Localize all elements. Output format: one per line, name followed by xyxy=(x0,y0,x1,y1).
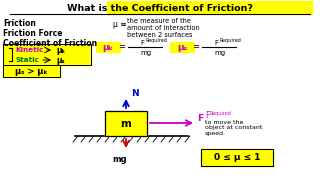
Text: Friction: Friction xyxy=(3,19,36,28)
Text: N: N xyxy=(131,89,139,98)
Text: μₛ: μₛ xyxy=(177,42,187,51)
Text: F: F xyxy=(214,39,218,46)
Text: 0 ≤ μ ≤ 1: 0 ≤ μ ≤ 1 xyxy=(214,153,260,162)
Text: F: F xyxy=(140,39,144,46)
Text: Static: Static xyxy=(15,57,39,63)
Text: Coefficient of Friction: Coefficient of Friction xyxy=(3,39,97,48)
Text: between 2 surfaces: between 2 surfaces xyxy=(127,32,193,38)
Text: μₖ: μₖ xyxy=(56,46,65,55)
Bar xyxy=(201,149,273,166)
Text: =: = xyxy=(193,42,199,51)
Bar xyxy=(201,149,273,166)
Bar xyxy=(96,42,120,52)
Text: =: = xyxy=(118,42,125,51)
Bar xyxy=(105,111,147,136)
Text: Kinetic: Kinetic xyxy=(15,47,44,53)
Bar xyxy=(107,1,312,14)
Text: μₛ: μₛ xyxy=(56,55,65,64)
Text: F: F xyxy=(197,114,203,123)
Text: the measure of the: the measure of the xyxy=(127,18,191,24)
Text: mg: mg xyxy=(214,50,225,55)
Text: μ ≡: μ ≡ xyxy=(113,19,127,28)
Text: Required: Required xyxy=(219,38,241,43)
Text: amount of interaction: amount of interaction xyxy=(127,25,200,31)
Text: mg: mg xyxy=(140,50,151,55)
Text: μₛ > μₖ: μₛ > μₖ xyxy=(15,66,47,75)
Bar xyxy=(105,111,147,136)
Bar xyxy=(3,65,60,77)
Text: What is the Coefficient of Friction?: What is the Coefficient of Friction? xyxy=(67,3,253,12)
Text: speed.: speed. xyxy=(205,132,226,136)
Bar xyxy=(170,42,194,52)
Bar xyxy=(3,44,91,65)
Text: Friction Force: Friction Force xyxy=(3,28,62,37)
Text: object at constant: object at constant xyxy=(205,125,262,130)
Bar xyxy=(3,44,91,65)
Text: F: F xyxy=(205,111,209,120)
Text: Required: Required xyxy=(210,111,232,116)
Text: mg: mg xyxy=(112,154,127,163)
Text: μₖ: μₖ xyxy=(102,42,114,51)
Text: Required: Required xyxy=(145,38,167,43)
Text: to move the: to move the xyxy=(205,120,244,125)
Text: m: m xyxy=(121,118,132,129)
Bar xyxy=(3,65,60,77)
